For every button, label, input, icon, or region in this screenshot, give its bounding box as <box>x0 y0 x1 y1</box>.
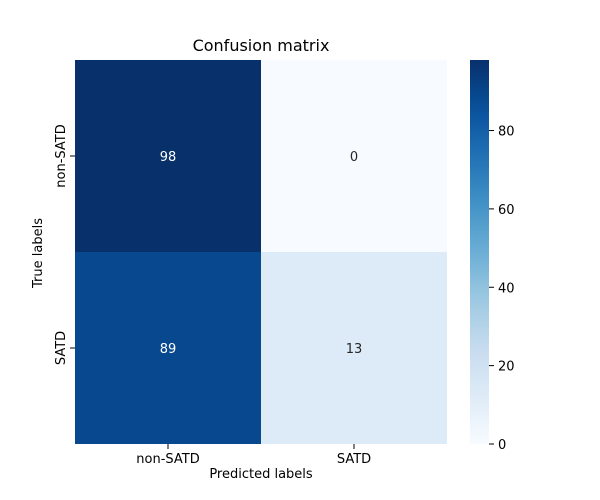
colorbar-tick-label: 40 <box>498 281 515 296</box>
colorbar-tick-label: 80 <box>498 125 515 140</box>
y-tick-label: non-SATD <box>54 124 69 187</box>
y-axis-label: True labels <box>31 218 46 289</box>
cell-value-label: 13 <box>346 342 363 357</box>
colorbar-ticks: 0 20 40 60 80 <box>489 125 515 453</box>
heatmap-cells: 98 0 89 13 <box>75 60 447 444</box>
colorbar-tick-label: 20 <box>498 360 515 375</box>
x-tick-label: SATD <box>337 452 371 467</box>
heatmap-cell <box>261 252 447 444</box>
y-tick-label: SATD <box>54 331 69 365</box>
chart-title: Confusion matrix <box>193 36 330 55</box>
heatmap-cell <box>75 252 261 444</box>
colorbar-tick-label: 0 <box>498 438 506 453</box>
colorbar-tick-label: 60 <box>498 203 515 218</box>
cell-value-label: 89 <box>160 342 177 357</box>
heatmap-cell <box>75 60 261 252</box>
cell-value-label: 98 <box>160 150 177 165</box>
colorbar <box>470 60 489 444</box>
x-axis-label: Predicted labels <box>209 467 313 482</box>
cell-value-label: 0 <box>350 150 358 165</box>
heatmap-cell <box>261 60 447 252</box>
x-tick-label: non-SATD <box>136 452 199 467</box>
